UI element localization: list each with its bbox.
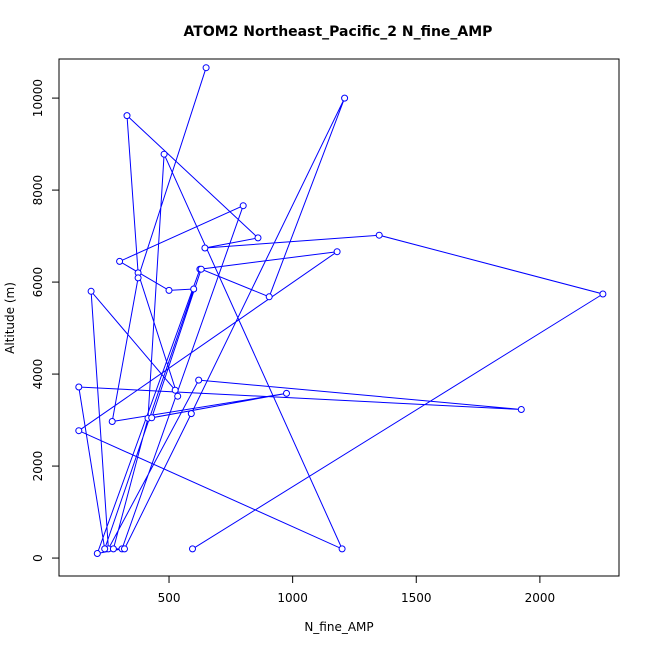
data-point: [75, 427, 83, 435]
y-axis: 0 2000 4000 6000 8000 10000: [31, 79, 60, 562]
data-point: [116, 257, 124, 265]
data-point: [375, 231, 383, 239]
x-tick-label: 1000: [277, 591, 308, 605]
data-point: [121, 545, 128, 553]
data-point: [283, 389, 290, 397]
data-point: [187, 410, 195, 418]
data-point: [197, 265, 205, 273]
data-point: [101, 545, 109, 553]
data-point: [333, 248, 341, 256]
y-tick-label: 0: [31, 554, 45, 562]
data-point: [189, 545, 196, 553]
x-tick-label: 2000: [525, 591, 556, 605]
data-point: [190, 285, 198, 293]
data-point: [338, 545, 346, 553]
x-axis: 500 1000 1500 2000: [158, 575, 556, 605]
y-axis-label: Altitude (m): [3, 282, 17, 354]
data-point: [254, 234, 262, 242]
data-point: [93, 550, 101, 557]
chart-title: ATOM2 Northeast_Pacific_2 N_fine_AMP: [184, 24, 493, 40]
series-line: [77, 67, 605, 555]
data-point: [148, 414, 156, 422]
x-tick-label: 500: [158, 591, 181, 605]
y-tick-label: 4000: [31, 359, 45, 390]
data-point: [174, 392, 182, 400]
data-point: [134, 274, 142, 282]
data-point: [165, 286, 173, 294]
series-group: [75, 64, 607, 557]
data-point: [75, 383, 83, 391]
data-point: [109, 545, 117, 553]
data-point: [341, 94, 349, 102]
data-point: [160, 150, 168, 158]
data-point: [87, 287, 95, 295]
data-point: [195, 376, 203, 384]
data-point: [265, 293, 273, 301]
data-point: [171, 386, 179, 394]
data-point: [599, 290, 607, 298]
data-point: [123, 112, 131, 120]
y-tick-label: 6000: [31, 267, 45, 298]
data-point: [201, 244, 209, 252]
x-tick-label: 1500: [401, 591, 432, 605]
data-point: [517, 406, 525, 413]
x-axis-label: N_fine_AMP: [304, 620, 373, 634]
y-tick-label: 8000: [31, 175, 45, 206]
y-tick-label: 2000: [31, 451, 45, 482]
data-point: [239, 202, 247, 210]
data-point: [108, 418, 116, 425]
data-point: [202, 64, 210, 72]
y-tick-label: 10000: [31, 79, 45, 117]
